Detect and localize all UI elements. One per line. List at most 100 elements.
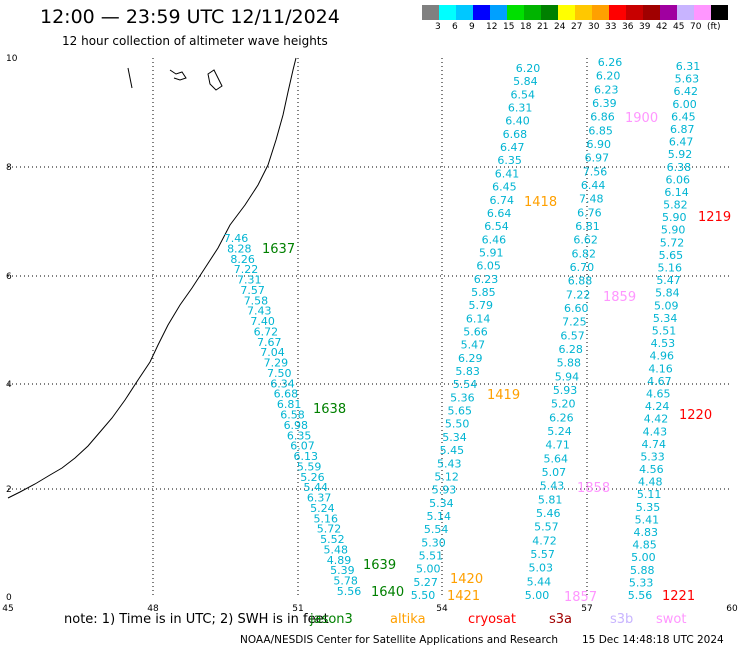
color-swatch bbox=[456, 5, 473, 20]
wave-height-value: 5.47 bbox=[461, 339, 486, 352]
pass-time-label: 1900 bbox=[625, 111, 658, 126]
wave-height-value: 5.44 bbox=[304, 481, 329, 494]
wave-height-value: 5.64 bbox=[543, 452, 568, 465]
wave-height-value: 5.91 bbox=[479, 246, 504, 259]
wave-height-value: 6.60 bbox=[564, 302, 589, 315]
pass-time-label: 1639 bbox=[363, 558, 396, 573]
wave-height-value: 5.39 bbox=[330, 564, 355, 577]
wave-height-value: 5.72 bbox=[317, 523, 342, 536]
credit-line: NOAA/NESDIS Center for Satellite Applica… bbox=[240, 634, 558, 646]
color-legend-label: 6 bbox=[452, 22, 458, 32]
pass-time-label: 1637 bbox=[262, 242, 295, 257]
wave-height-value: 5.48 bbox=[323, 543, 348, 556]
color-swatch bbox=[490, 5, 507, 20]
wave-height-value: 5.54 bbox=[424, 523, 449, 536]
wave-height-value: 6.28 bbox=[558, 343, 583, 356]
wave-height-value: 6.70 bbox=[570, 261, 595, 274]
wave-height-value: 5.43 bbox=[437, 457, 462, 470]
wave-height-value: 6.35 bbox=[497, 154, 522, 167]
wave-height-value: 5.46 bbox=[536, 507, 561, 520]
wave-height-value: 5.30 bbox=[421, 536, 446, 549]
wave-height-value: 5.83 bbox=[455, 365, 480, 378]
wave-height-value: 6.39 bbox=[592, 97, 617, 110]
wave-height-value: 5.84 bbox=[513, 75, 538, 88]
wave-height-value: 5.50 bbox=[411, 589, 436, 602]
wave-height-value: 4.43 bbox=[643, 425, 668, 438]
wave-height-value: 6.14 bbox=[664, 186, 689, 199]
color-legend-label: 45 bbox=[673, 22, 685, 32]
pass-time-label: 1640 bbox=[371, 585, 404, 600]
wave-height-value: 6.47 bbox=[500, 141, 525, 154]
wave-height-value: 4.96 bbox=[649, 350, 674, 363]
satellite-legend-altika: altika bbox=[390, 612, 426, 627]
wave-height-value: 4.72 bbox=[532, 534, 557, 547]
wave-height-value: 7.48 bbox=[579, 193, 604, 206]
wave-height-value: 6.68 bbox=[503, 128, 528, 141]
wave-height-value: 6.26 bbox=[598, 56, 623, 69]
wave-height-value: 4.16 bbox=[648, 362, 673, 375]
coastline-island bbox=[169, 69, 187, 81]
wave-height-value: 5.59 bbox=[297, 460, 322, 473]
wave-height-value: 5.12 bbox=[434, 470, 459, 483]
color-swatch bbox=[422, 5, 439, 20]
wave-height-value: 5.50 bbox=[445, 418, 470, 431]
wave-height-value: 6.45 bbox=[492, 181, 517, 194]
wave-height-value: 6.64 bbox=[487, 207, 512, 220]
wave-height-value: 7.22 bbox=[566, 288, 591, 301]
wave-height-value: 6.44 bbox=[581, 179, 606, 192]
wave-height-value: 5.44 bbox=[527, 575, 552, 588]
wave-height-value: 5.90 bbox=[661, 224, 686, 237]
color-swatch bbox=[694, 5, 711, 20]
color-swatch bbox=[677, 5, 694, 20]
color-swatch bbox=[609, 5, 626, 20]
wave-height-value: 6.23 bbox=[474, 273, 499, 286]
wave-height-value: 5.82 bbox=[663, 199, 688, 212]
wave-height-value: 7.25 bbox=[562, 316, 587, 329]
color-legend-label: 42 bbox=[656, 22, 668, 32]
color-legend-label: 33 bbox=[605, 22, 617, 32]
y-tick-label: 8 bbox=[6, 163, 12, 173]
wave-height-value: 5.63 bbox=[675, 73, 700, 86]
wave-height-value: 5.56 bbox=[628, 589, 653, 602]
wave-height-value: 6.62 bbox=[573, 234, 598, 247]
wave-height-value: 5.65 bbox=[659, 249, 684, 262]
wave-height-value: 6.54 bbox=[484, 220, 509, 233]
altimeter-track-3: 6.266.206.236.396.866.856.906.977.566.44… bbox=[525, 56, 623, 602]
wave-height-value: 6.38 bbox=[667, 161, 692, 174]
footnote: note: 1) Time is in UTC; 2) SWH is in fe… bbox=[64, 612, 329, 627]
y-tick-label: 2 bbox=[6, 485, 12, 495]
wave-height-value: 5.00 bbox=[416, 563, 441, 576]
color-swatch bbox=[473, 5, 490, 20]
pass-time-label: 1859 bbox=[603, 290, 636, 305]
wave-height-value: 6.20 bbox=[596, 70, 621, 83]
y-tick-label: 4 bbox=[6, 380, 12, 390]
wave-height-value: 6.58 bbox=[280, 409, 305, 422]
wave-height-value: 4.48 bbox=[638, 476, 663, 489]
color-legend-label: 70 bbox=[690, 22, 702, 32]
wave-height-value: 6.23 bbox=[594, 83, 619, 96]
wave-height-value: 5.54 bbox=[453, 378, 478, 391]
wave-height-value: 5.88 bbox=[557, 357, 582, 370]
wave-height-value: 6.74 bbox=[490, 194, 515, 207]
altimeter-track-1: 7.468.288.267.227.317.577.587.437.406.72… bbox=[224, 232, 362, 598]
satellite-legend-cryosat: cryosat bbox=[468, 612, 516, 627]
generated-timestamp: 15 Dec 14:48:18 UTC 2024 bbox=[582, 634, 724, 646]
wave-height-value: 5.52 bbox=[320, 533, 345, 546]
y-tick-label: 0 bbox=[6, 593, 12, 603]
wave-height-value: 5.09 bbox=[654, 299, 679, 312]
color-swatch bbox=[439, 5, 456, 20]
wave-height-value: 6.46 bbox=[482, 233, 507, 246]
wave-height-value: 6.72 bbox=[254, 325, 279, 338]
pass-time-label: 1219 bbox=[698, 210, 731, 225]
color-legend-label: 15 bbox=[503, 22, 515, 32]
wave-height-value: 5.72 bbox=[660, 236, 685, 249]
x-tick-label: 60 bbox=[726, 604, 738, 614]
wave-height-value: 6.37 bbox=[307, 492, 332, 505]
page-subtitle: 12 hour collection of altimeter wave hei… bbox=[62, 34, 328, 48]
color-swatch bbox=[660, 5, 677, 20]
wave-height-value: 5.07 bbox=[542, 466, 567, 479]
pass-time-label: 1638 bbox=[313, 402, 346, 417]
color-swatch bbox=[558, 5, 575, 20]
pass-time-label: 1857 bbox=[564, 590, 597, 605]
